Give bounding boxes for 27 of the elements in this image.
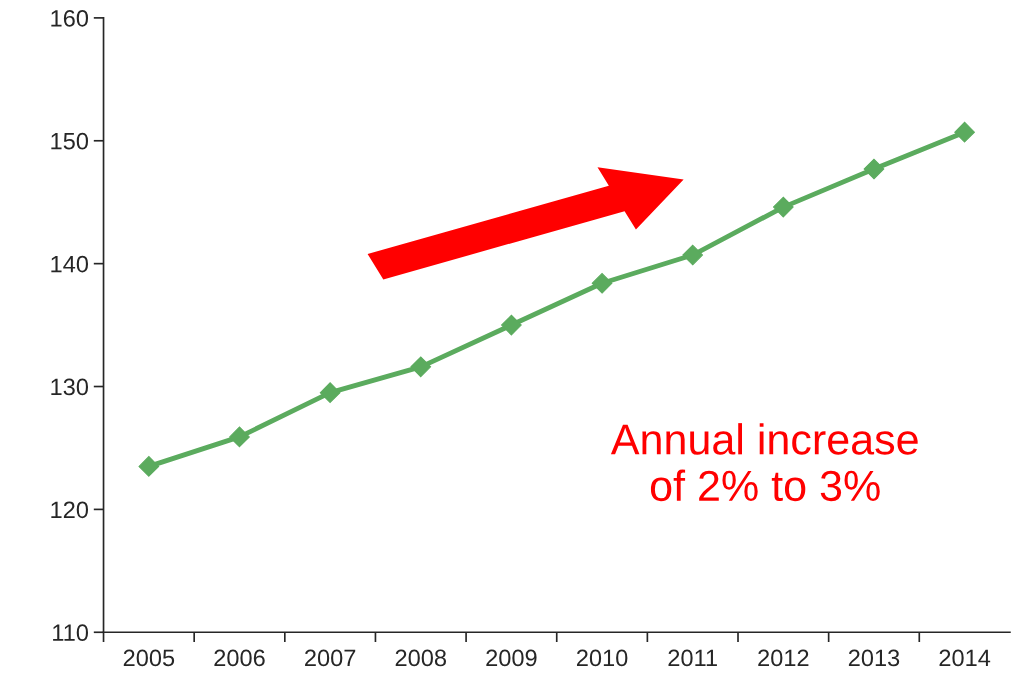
- point: [410, 356, 432, 378]
- point: [682, 244, 704, 266]
- point: [954, 121, 975, 143]
- point: [229, 426, 250, 448]
- y-tick-label: 110: [53, 624, 89, 642]
- x-tick-label: 2005: [123, 649, 175, 667]
- x-tick-label: 2006: [214, 649, 265, 667]
- x-tick-label: 2008: [395, 649, 447, 667]
- point: [501, 314, 522, 336]
- point: [591, 272, 613, 294]
- x-tick-label: 2007: [305, 649, 356, 667]
- y-tick-label: 160: [51, 9, 89, 27]
- x-tick-label: 2009: [486, 649, 537, 667]
- y-tick-label: 150: [51, 132, 89, 150]
- annotation: Annual increase of 2% to 3%: [610, 423, 918, 502]
- point: [772, 196, 794, 218]
- point: [863, 158, 885, 180]
- point: [138, 456, 160, 477]
- point: [319, 382, 341, 403]
- x-tick-label: 2014: [939, 649, 991, 667]
- y-tick-label: 120: [51, 501, 89, 519]
- x-tick-label: 2013: [848, 649, 900, 667]
- x-tick-label: 2010: [576, 649, 628, 667]
- x-tick-label: 2011: [668, 649, 717, 667]
- y-tick-label: 140: [51, 255, 89, 273]
- x-tick-label: 2012: [758, 649, 809, 667]
- y-tick-label: 130: [51, 378, 89, 396]
